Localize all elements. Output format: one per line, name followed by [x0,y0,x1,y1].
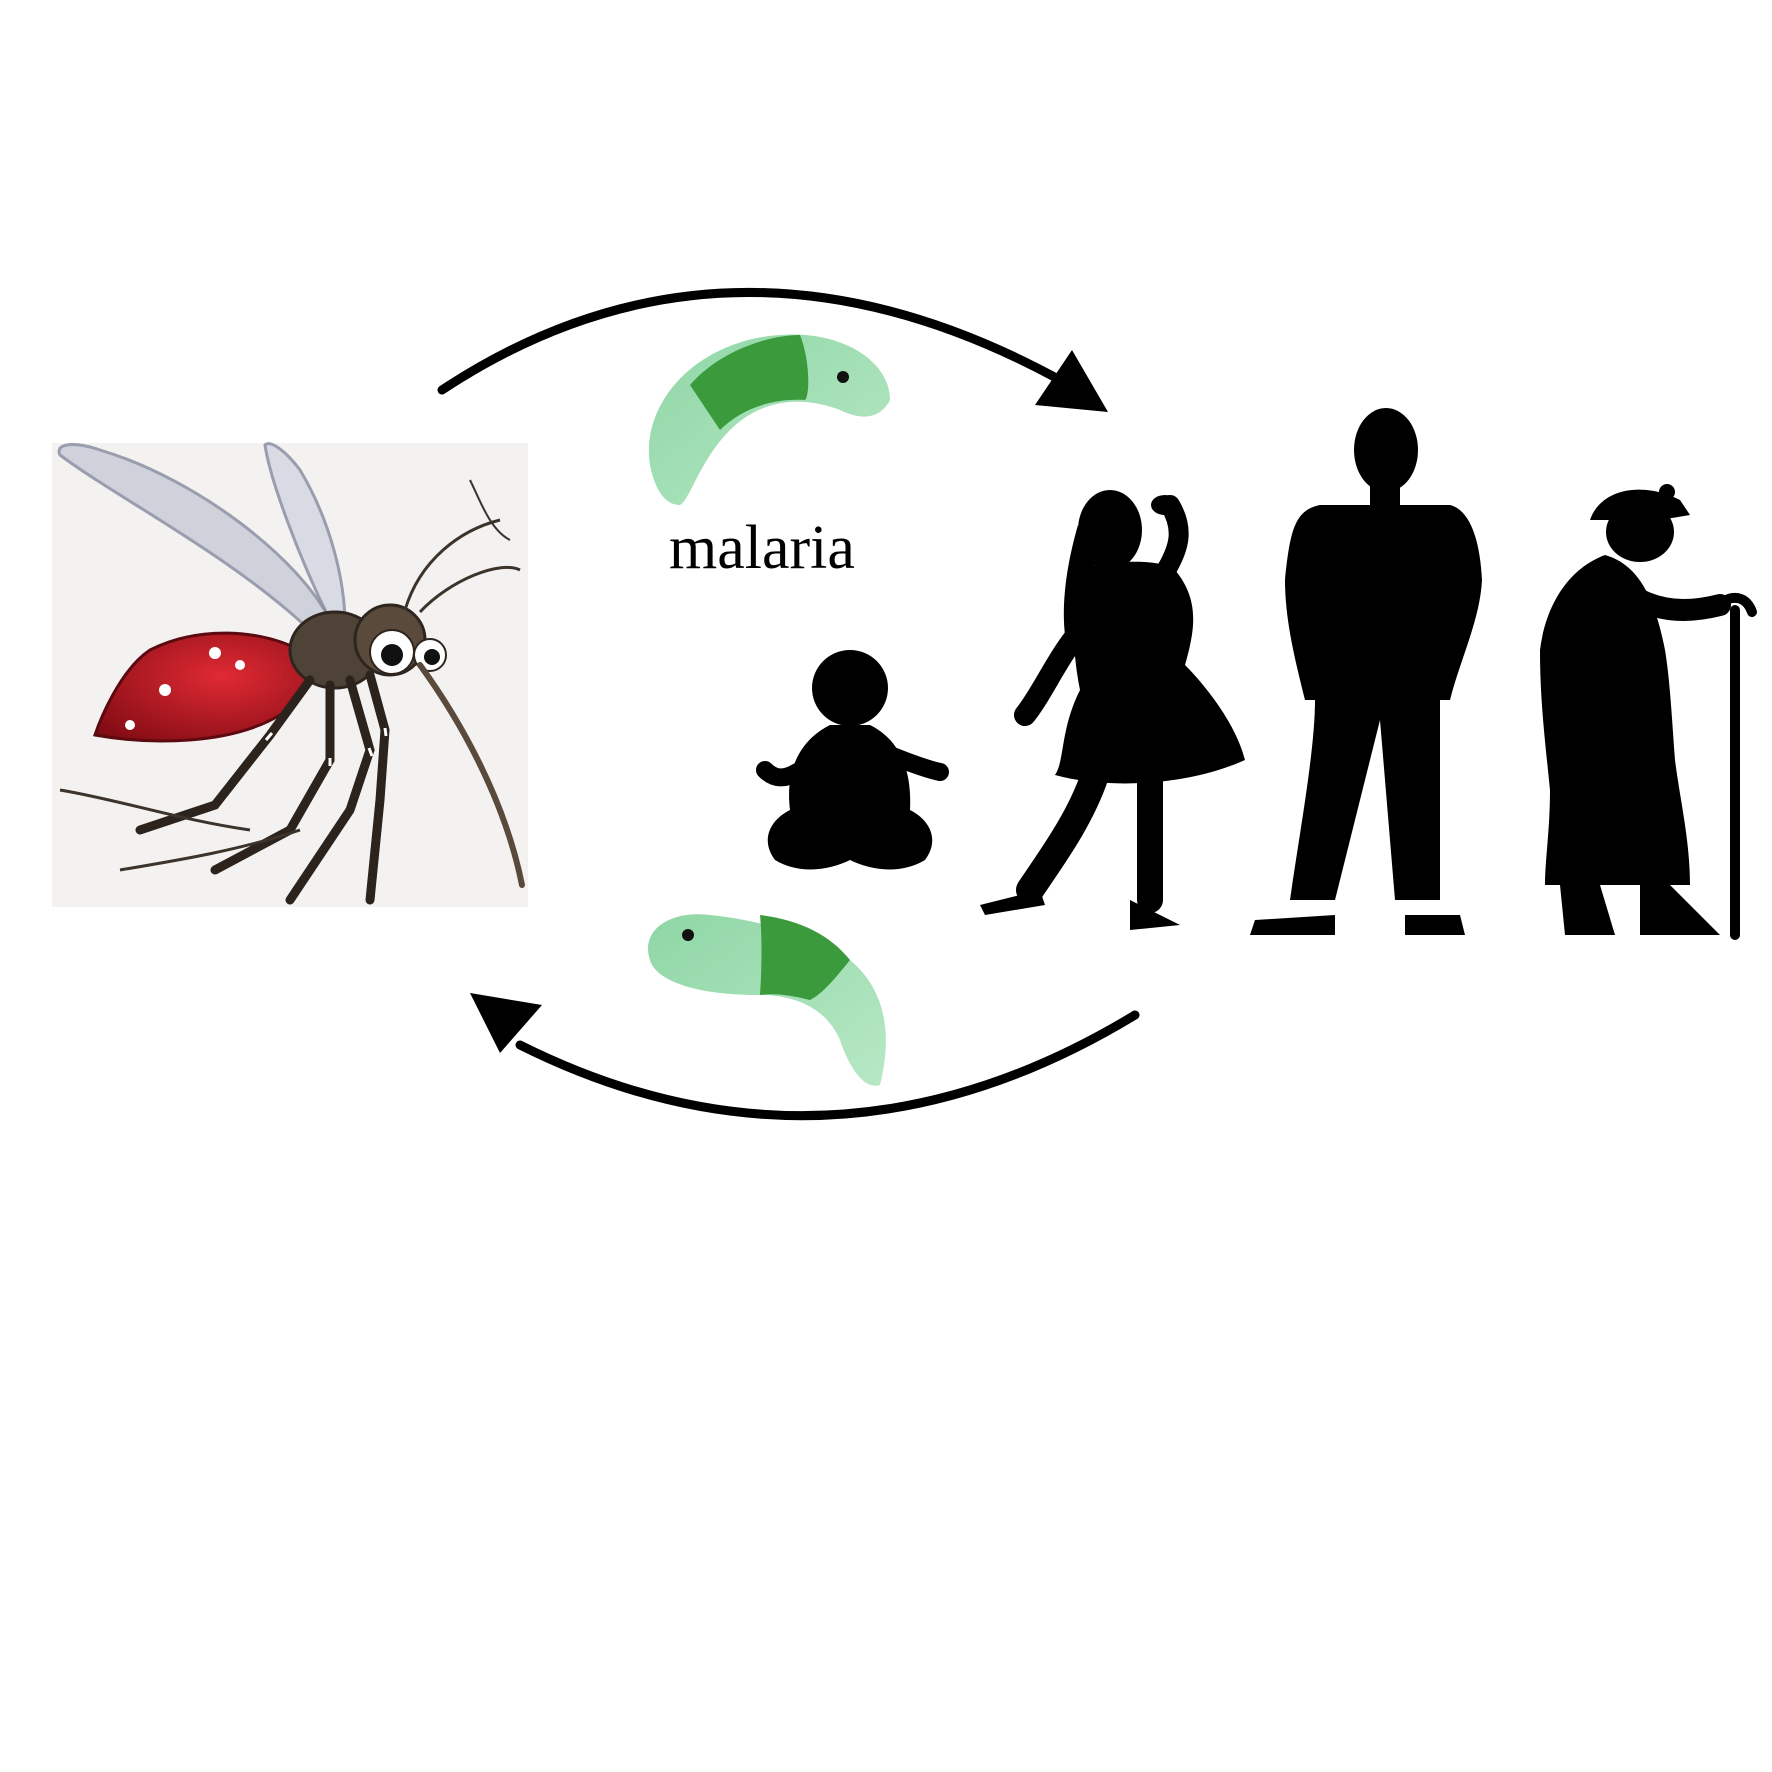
man-silhouette-icon [1250,408,1482,935]
elderly-woman-silhouette-icon [1540,484,1757,940]
malaria-parasite-icon [648,914,886,1086]
girl-silhouette-icon [980,490,1245,930]
arrow-humans-to-mosquito [470,993,1140,1121]
mosquito-icon [52,442,528,907]
arrow-mosquito-to-humans [437,287,1108,412]
malaria-label: malaria [669,514,855,582]
baby-silhouette-icon [756,650,949,870]
people-silhouettes-icon [756,408,1757,940]
malaria-parasite-icon [648,334,890,505]
